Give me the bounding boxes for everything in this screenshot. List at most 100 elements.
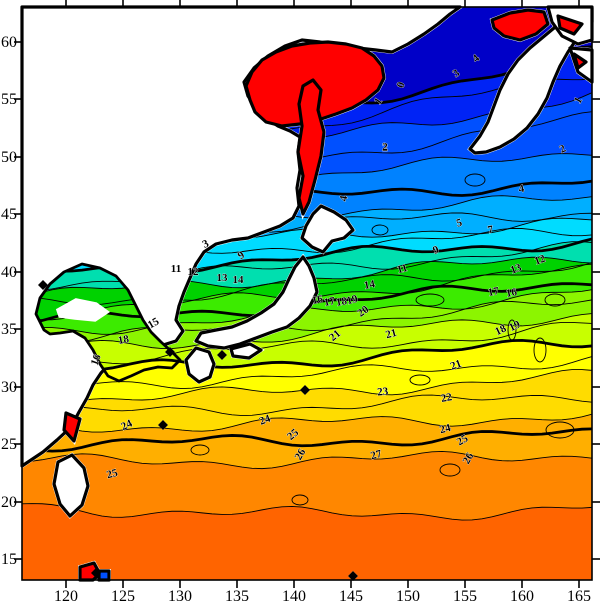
island-marker — [91, 568, 101, 578]
band-8c — [22, 218, 592, 264]
contour-label-1: 1 — [572, 95, 585, 106]
contour-label-24: 24 — [258, 412, 273, 427]
x-tick-label: 165 — [567, 588, 591, 605]
y-tick-label: 60 — [1, 34, 17, 51]
closed-contour-loop — [464, 173, 486, 187]
band-18c — [22, 313, 592, 365]
band-7c — [22, 212, 592, 253]
x-tick-label: 135 — [225, 588, 249, 605]
isotherm-16c — [21, 289, 593, 335]
closed-contour-loop — [439, 463, 461, 477]
closed-contour-loop — [533, 337, 547, 363]
island-marker — [165, 347, 175, 357]
contour-label-4: 4 — [338, 194, 351, 202]
x-tick-label: 140 — [282, 588, 306, 605]
x-tick-label: 120 — [54, 588, 78, 605]
contour-label-18: 18 — [493, 322, 508, 338]
x-tick-label: 145 — [339, 588, 363, 605]
band-12c — [22, 257, 592, 305]
contour-label-2: 2 — [382, 142, 388, 154]
band-16c — [22, 289, 592, 344]
isotherm-6c — [21, 195, 593, 230]
y-tick-label: 40 — [1, 264, 17, 281]
isotherm-11c — [21, 241, 593, 292]
band-below-0c — [22, 7, 592, 155]
closed-contour-loop — [415, 293, 445, 307]
band-5c — [22, 181, 592, 230]
isotherm-18c — [21, 313, 593, 349]
y-tick-label: 25 — [1, 436, 17, 453]
closed-contour-loop — [190, 444, 210, 456]
contour-label-23: 23 — [377, 386, 390, 399]
isotherm-20c — [21, 338, 593, 375]
band-26c — [22, 451, 592, 521]
band-14c — [22, 264, 592, 325]
y-tick-label: 50 — [1, 149, 17, 166]
closed-contour-loop — [507, 319, 517, 341]
isotherm-9c — [21, 227, 593, 264]
contour-label-12: 12 — [533, 252, 548, 267]
contour-label-19: 19 — [345, 293, 359, 308]
band-4c — [22, 153, 592, 215]
contour-label-14: 14 — [363, 278, 376, 292]
contour-lines — [21, 45, 593, 521]
band-21c — [22, 356, 592, 407]
contour-label-17: 17 — [487, 285, 500, 299]
contour-label-14: 14 — [233, 274, 245, 286]
band-13c — [22, 262, 592, 320]
isotherm-19c — [21, 321, 593, 365]
contour-label-27: 27 — [369, 448, 383, 463]
isotherm-5c — [21, 179, 593, 217]
closed-contour-loop — [545, 421, 575, 439]
contour-label-13: 13 — [509, 261, 524, 276]
band-above-27c — [22, 503, 592, 580]
contour-label-12: 12 — [188, 266, 200, 278]
island-marker — [38, 280, 48, 290]
contour-label-3: 3 — [201, 237, 212, 250]
contour-label-4: 4 — [518, 183, 526, 196]
yellow-sea-coastline — [34, 262, 182, 383]
band-25c — [22, 428, 592, 469]
isotherm-10c — [21, 237, 593, 274]
contour-label-7: 7 — [487, 224, 495, 237]
contour-label-2: 2 — [382, 141, 388, 153]
isotherm-8c — [21, 217, 593, 253]
isotherm-26c — [21, 450, 593, 470]
isotherm-2c — [21, 92, 593, 171]
band-1c — [22, 78, 592, 170]
contour-label-2: 2 — [558, 142, 569, 155]
isotherm-3c — [21, 111, 593, 192]
y-tick-label: 55 — [1, 91, 17, 108]
band-19c — [22, 322, 592, 374]
band-3c — [22, 111, 592, 202]
x-tick-label: 155 — [453, 588, 477, 605]
contour-label-11: 11 — [396, 262, 409, 276]
y-tick-label: 35 — [1, 321, 17, 338]
inland-sea-coastlines — [34, 262, 182, 383]
contour-label-16: 16 — [89, 352, 104, 367]
isotherm-12c — [21, 256, 593, 299]
isotherm-25c — [21, 427, 593, 453]
contour-label-11: 11 — [171, 263, 181, 275]
y-tick-label: 20 — [1, 494, 17, 511]
band-2c — [22, 92, 592, 191]
closed-contour-loop — [544, 293, 566, 307]
contour-label-22: 22 — [440, 391, 453, 405]
band-15c — [22, 283, 592, 335]
contour-label-24: 24 — [438, 422, 452, 437]
contour-label-9: 9 — [431, 243, 441, 256]
isotherm-17c — [21, 299, 593, 345]
contour-label-21: 21 — [449, 358, 463, 373]
isotherm-0c — [21, 45, 593, 157]
contour-label-18: 18 — [335, 295, 348, 309]
isotherm-4c — [21, 153, 593, 202]
island-marker — [348, 571, 358, 581]
island-marker — [158, 420, 168, 430]
x-tick-label: 125 — [111, 588, 135, 605]
isotherm-23c — [21, 394, 593, 417]
closed-contour-loop — [507, 82, 533, 98]
isotherm-15c — [21, 282, 593, 327]
